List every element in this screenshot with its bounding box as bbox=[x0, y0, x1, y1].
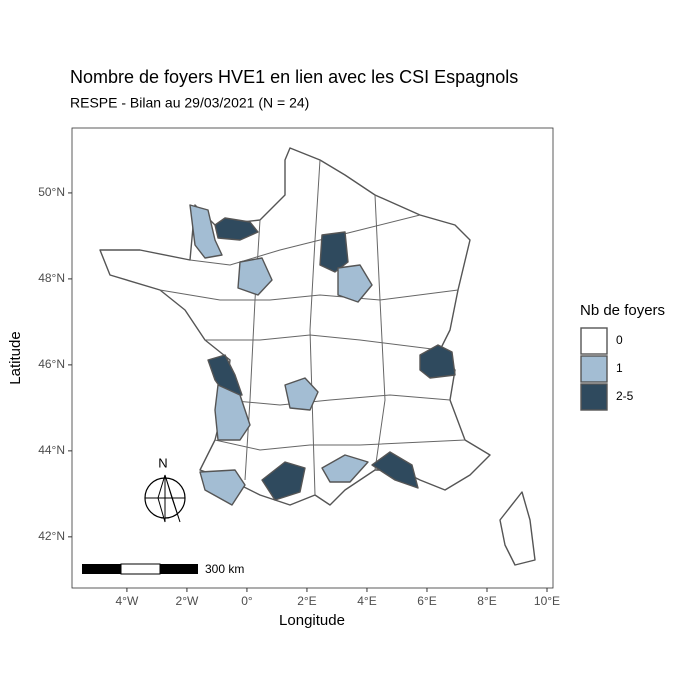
scale-segment bbox=[120, 563, 161, 575]
department-borders bbox=[159, 159, 466, 496]
scale-segment bbox=[160, 564, 198, 574]
y-tick-label: 42°N bbox=[38, 529, 65, 543]
x-tick-label: 4°W bbox=[116, 594, 139, 608]
department-1 bbox=[214, 384, 251, 441]
legend-label: 1 bbox=[616, 361, 623, 375]
department-1 bbox=[237, 257, 273, 296]
legend-label: 2-5 bbox=[616, 389, 634, 403]
x-tick-label: 2°E bbox=[297, 594, 316, 608]
x-tick-label: 0° bbox=[241, 594, 253, 608]
legend-swatch bbox=[580, 327, 608, 355]
department-1 bbox=[321, 454, 369, 483]
legend-label: 0 bbox=[616, 333, 623, 347]
legend-swatch bbox=[580, 383, 608, 411]
y-tick-label: 48°N bbox=[38, 271, 65, 285]
y-tick-label: 50°N bbox=[38, 185, 65, 199]
x-tick-label: 8°E bbox=[477, 594, 496, 608]
corsica bbox=[499, 491, 536, 566]
department-1 bbox=[284, 377, 319, 411]
y-axis-label: Latitude bbox=[7, 331, 24, 384]
legend-title: Nb de foyers bbox=[580, 302, 665, 319]
department-1 bbox=[199, 469, 246, 506]
scale-label: 300 km bbox=[205, 562, 244, 576]
department-1 bbox=[189, 204, 223, 259]
title: Nombre de foyers HVE1 en lien avec les C… bbox=[70, 67, 518, 87]
france bbox=[99, 147, 536, 566]
y-tick-label: 46°N bbox=[38, 357, 65, 371]
x-tick-label: 2°W bbox=[176, 594, 199, 608]
x-tick-label: 10°E bbox=[534, 594, 560, 608]
department-2-5 bbox=[214, 217, 259, 241]
scale-segment bbox=[82, 564, 121, 574]
north-label: N bbox=[158, 455, 167, 470]
department-2-5 bbox=[419, 344, 456, 379]
department-2-5 bbox=[319, 231, 349, 273]
department-2-5 bbox=[207, 354, 243, 399]
x-tick-label: 4°E bbox=[357, 594, 376, 608]
department-2-5 bbox=[261, 461, 306, 501]
subtitle: RESPE - Bilan au 29/03/2021 (N = 24) bbox=[70, 95, 309, 111]
y-tick-label: 44°N bbox=[38, 443, 65, 457]
x-axis-label: Longitude bbox=[279, 612, 345, 629]
x-tick-label: 6°E bbox=[417, 594, 436, 608]
north-arrow: N bbox=[144, 455, 186, 523]
department-1 bbox=[337, 264, 373, 303]
department-2-5 bbox=[371, 451, 419, 489]
legend-swatch bbox=[580, 355, 608, 383]
scale-bar: 300 km bbox=[82, 562, 244, 576]
